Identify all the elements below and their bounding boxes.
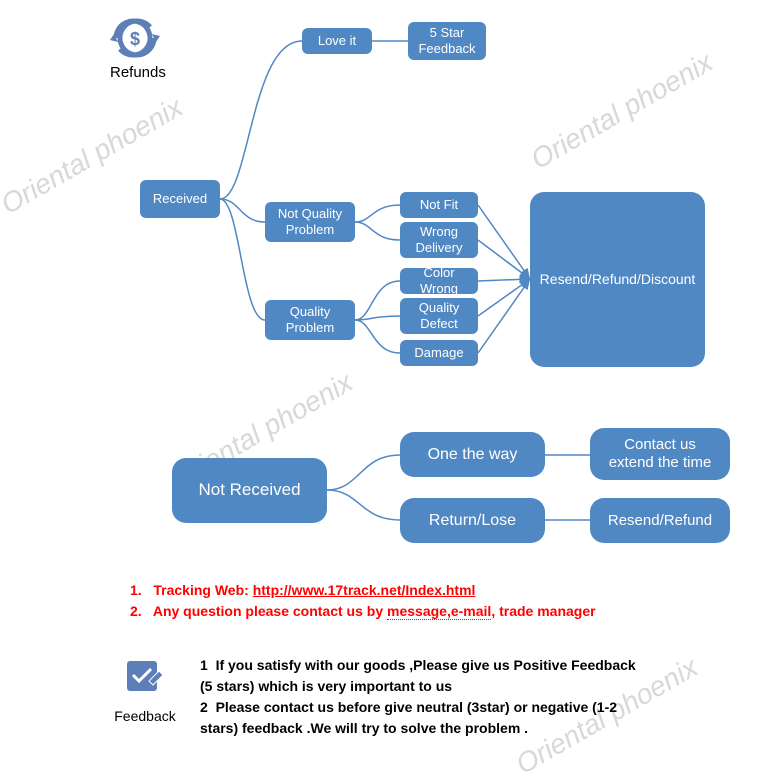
footer-line-1: 1. Tracking Web: http://www.17track.net/… xyxy=(130,580,596,601)
refunds-header: $ Refunds xyxy=(110,18,166,81)
node-love_it: Love it xyxy=(302,28,372,54)
node-quality_defect: QualityDefect xyxy=(400,298,478,334)
node-damage: Damage xyxy=(400,340,478,366)
tracking-link[interactable]: http://www.17track.net/Index.html xyxy=(253,582,476,598)
refunds-label: Refunds xyxy=(110,64,166,81)
footer-notes: 1. Tracking Web: http://www.17track.net/… xyxy=(130,580,596,622)
node-wrong_delivery: WrongDelivery xyxy=(400,222,478,258)
node-received: Received xyxy=(140,180,220,218)
feedback-icon xyxy=(123,655,167,699)
node-not_fit: Not Fit xyxy=(400,192,478,218)
node-return_lose: Return/Lose xyxy=(400,498,545,543)
node-color_wrong: Color Wrong xyxy=(400,268,478,294)
node-resend_refund: Resend/Refund xyxy=(590,498,730,543)
node-one_the_way: One the way xyxy=(400,432,545,477)
feedback-line-2: 2 Please contact us before give neutral … xyxy=(200,697,640,739)
node-not_received: Not Received xyxy=(172,458,327,523)
node-not_quality: Not QualityProblem xyxy=(265,202,355,242)
node-quality: QualityProblem xyxy=(265,300,355,340)
refund-icon: $ xyxy=(110,18,160,58)
svg-text:$: $ xyxy=(130,29,140,49)
node-resend_refund_discount: Resend/Refund/Discount xyxy=(530,192,705,367)
feedback-line-1: 1 If you satisfy with our goods ,Please … xyxy=(200,655,640,697)
feedback-section: Feedback 1 If you satisfy with our goods… xyxy=(110,655,640,739)
feedback-icon-box: Feedback xyxy=(110,655,180,724)
node-contact_us: Contact usextend the time xyxy=(590,428,730,480)
feedback-text: 1 If you satisfy with our goods ,Please … xyxy=(200,655,640,739)
footer-line-2: 2. Any question please contact us by mes… xyxy=(130,601,596,622)
feedback-label: Feedback xyxy=(110,708,180,724)
node-5star: 5 StarFeedback xyxy=(408,22,486,60)
watermark: Oriental phoenix xyxy=(526,46,719,176)
